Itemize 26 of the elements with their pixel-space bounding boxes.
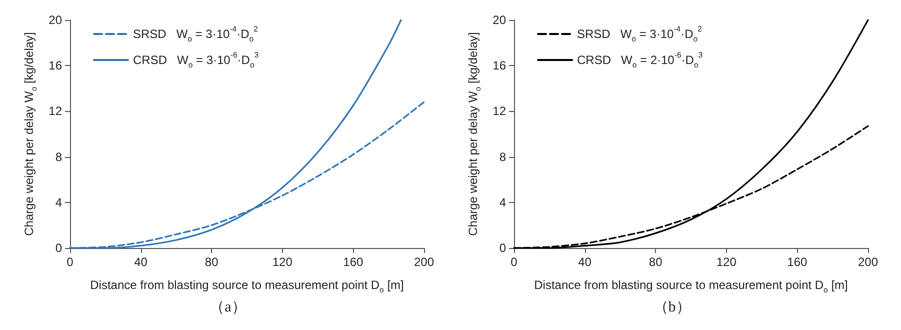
x-tick-label: 160 <box>343 255 364 269</box>
text: （b） <box>653 300 691 316</box>
y-tick-label: 12 <box>48 104 62 118</box>
y-tick-label: 4 <box>499 195 506 210</box>
y-tick-label: 16 <box>48 58 62 73</box>
y-tick-label: 0 <box>499 241 506 255</box>
y-tick-label: 12 <box>492 104 506 118</box>
x-tick-label: 0 <box>510 255 518 269</box>
x-tick-label: 80 <box>204 255 219 269</box>
y-tick-label: 16 <box>492 58 506 73</box>
y-tick-label: 20 <box>492 13 506 27</box>
y-tick-label: 8 <box>55 150 62 164</box>
y-tick-label: 8 <box>499 150 506 164</box>
x-tick-label: 160 <box>787 255 808 269</box>
x-tick-label: 120 <box>272 255 293 269</box>
x-tick-label: 40 <box>578 255 592 269</box>
x-tick-label: 40 <box>134 255 148 269</box>
y-tick-label: 20 <box>48 13 62 27</box>
x-tick-label: 0 <box>66 255 74 269</box>
x-tick-label: 200 <box>414 255 434 269</box>
x-tick-label: 200 <box>858 255 878 269</box>
y-tick-label: 4 <box>55 195 62 210</box>
x-tick-label: 120 <box>716 255 737 269</box>
y-tick-label: 0 <box>55 241 62 255</box>
x-tick-label: 80 <box>648 255 663 269</box>
text: （a） <box>210 300 246 316</box>
